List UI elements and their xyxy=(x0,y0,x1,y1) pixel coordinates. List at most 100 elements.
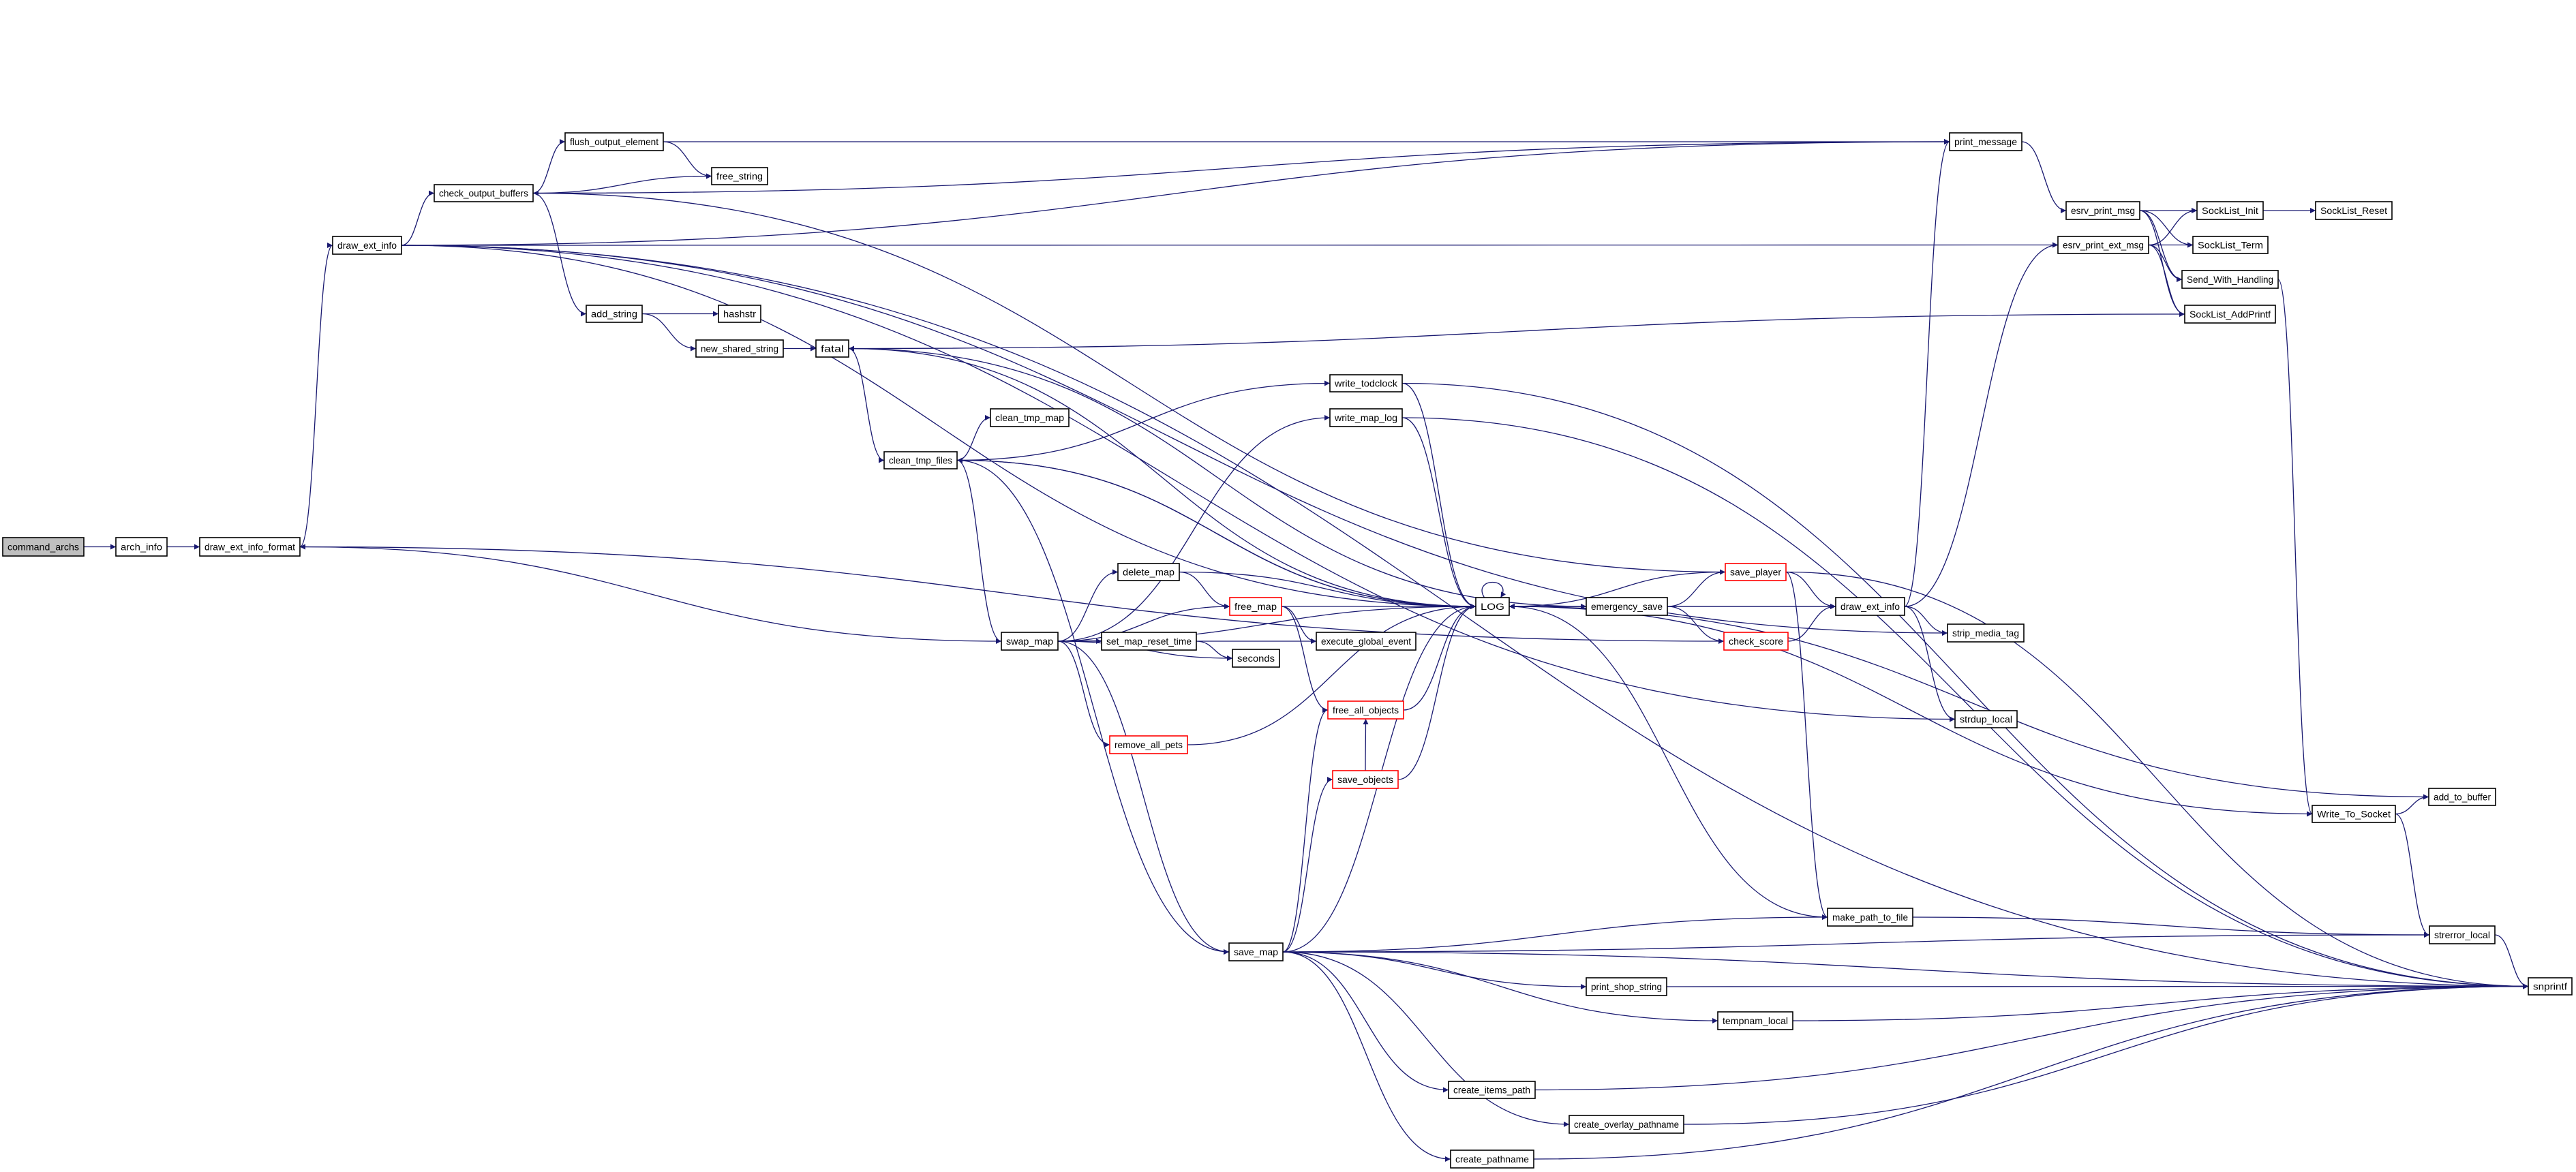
node-strdup-local[interactable]: strdup_local xyxy=(1954,710,2018,728)
node-label: create_overlay_pathname xyxy=(1574,1119,1679,1130)
node-add-to-buffer[interactable]: add_to_buffer xyxy=(2428,788,2496,806)
edge-save_map-to-free_all_objects xyxy=(1282,707,1329,953)
node-label: create_pathname xyxy=(1455,1154,1529,1165)
node-label: fatal xyxy=(821,343,844,354)
node-snprintf[interactable]: snprintf xyxy=(2528,977,2573,996)
node-new-shared-string[interactable]: new_shared_string xyxy=(695,339,784,358)
node-make-path-to-file[interactable]: make_path_to_file xyxy=(1827,908,1913,927)
node-execute-global-event[interactable]: execute_global_event xyxy=(1316,632,1416,651)
node-label: write_todclock xyxy=(1334,378,1398,389)
node-write-map-log[interactable]: write_map_log xyxy=(1329,408,1403,427)
node-check-score[interactable]: check_score xyxy=(1723,632,1789,651)
node-check-output-buffers[interactable]: check_output_buffers xyxy=(434,184,534,202)
edge-save_objects-to-log xyxy=(1397,604,1476,780)
node-draw-ext-info-r[interactable]: draw_ext_info xyxy=(1835,597,1905,616)
edge-write_to_socket-to-add_to_buffer xyxy=(2395,794,2429,815)
node-set-map-reset-time[interactable]: set_map_reset_time xyxy=(1101,632,1197,651)
node-box xyxy=(695,339,784,358)
edge-save_map-to-create_items_path xyxy=(1282,951,1449,1093)
node-esrv-print-ext-msg[interactable]: esrv_print_ext_msg xyxy=(2057,236,2149,254)
node-box xyxy=(2065,201,2140,220)
node-socklist-addprintf[interactable]: SockList_AddPrintf xyxy=(2184,305,2276,324)
node-label: check_output_buffers xyxy=(439,188,528,199)
node-save-objects[interactable]: save_objects xyxy=(1332,770,1399,789)
node-create-pathname[interactable]: create_pathname xyxy=(1450,1150,1534,1169)
node-label: tempnam_local xyxy=(1723,1015,1788,1026)
node-delete-map[interactable]: delete_map xyxy=(1117,563,1180,581)
node-draw-ext-info-l[interactable]: draw_ext_info xyxy=(332,236,402,255)
node-write-todclock[interactable]: write_todclock xyxy=(1329,374,1403,392)
node-free-all-objects[interactable]: free_all_objects xyxy=(1327,700,1404,720)
node-label: Write_To_Socket xyxy=(2317,809,2391,820)
node-box xyxy=(1723,632,1789,651)
edge-log-to-clean_tmp_files xyxy=(956,457,1476,607)
node-remove-all-pets[interactable]: remove_all_pets xyxy=(1109,735,1188,754)
node-label: free_map xyxy=(1234,601,1277,612)
node-label: save_objects xyxy=(1337,774,1393,785)
edge-save_map-to-print_shop_string xyxy=(1282,951,1587,989)
node-strip-media-tag[interactable]: strip_media_tag xyxy=(1947,623,2025,643)
node-hashstr[interactable]: hashstr xyxy=(718,305,761,323)
node-socklist-term[interactable]: SockList_Term xyxy=(2192,236,2269,254)
node-label: print_message xyxy=(1954,136,2017,147)
node-label: delete_map xyxy=(1123,567,1175,578)
node-create-items-path[interactable]: create_items_path xyxy=(1448,1081,1536,1099)
node-box xyxy=(1586,597,1668,616)
node-add-string[interactable]: add_string xyxy=(586,305,643,323)
node-tempnam-local[interactable]: tempnam_local xyxy=(1717,1011,1793,1030)
node-flush-output-element[interactable]: flush_output_element xyxy=(564,132,664,151)
node-socklist-reset[interactable]: SockList_Reset xyxy=(2315,201,2393,220)
edge-create_items_path-to-snprintf xyxy=(1534,983,2529,1091)
node-box xyxy=(990,408,1070,427)
edge-tempnam_local-to-snprintf xyxy=(1792,983,2529,1021)
node-socklist-init[interactable]: SockList_Init xyxy=(2196,201,2264,220)
node-save-map[interactable]: save_map xyxy=(1228,942,1284,961)
node-label: LOG xyxy=(1481,601,1504,612)
node-label: SockList_Term xyxy=(2198,240,2263,251)
node-create-overlay-pathname[interactable]: create_overlay_pathname xyxy=(1569,1115,1684,1134)
node-arch-info[interactable]: arch_info xyxy=(115,537,168,557)
edge-swap_map-to-draw_ext_info_format xyxy=(299,544,1002,642)
node-clean-tmp-map[interactable]: clean_tmp_map xyxy=(990,408,1070,427)
node-box xyxy=(2196,201,2264,220)
edge-write_to_socket-to-strerror_local xyxy=(2395,813,2430,938)
node-write-to-socket[interactable]: Write_To_Socket xyxy=(2312,805,2396,823)
node-swap-map[interactable]: swap_map xyxy=(1001,632,1059,651)
node-esrv-print-msg[interactable]: esrv_print_msg xyxy=(2065,201,2140,220)
node-box xyxy=(2429,925,2496,944)
edge-check_output_buffers-to-free_string xyxy=(532,173,712,194)
edge-clean_tmp_files-to-save_map xyxy=(956,459,1230,955)
node-print-message[interactable]: print_message xyxy=(1949,132,2022,151)
node-box xyxy=(1001,632,1059,651)
node-print-shop-string[interactable]: print_shop_string xyxy=(1586,977,1667,996)
edge-write_map_log-to-snprintf xyxy=(1401,417,2529,989)
node-log[interactable]: LOG xyxy=(1475,597,1510,616)
node-label: print_shop_string xyxy=(1591,981,1662,992)
edge-check_output_buffers-to-flush_output_element xyxy=(532,139,566,194)
node-command-archs[interactable]: command_archs xyxy=(2,537,85,557)
edge-draw_ext_info_r-to-strdup_local xyxy=(1904,606,1956,722)
node-emergency-save[interactable]: emergency_save xyxy=(1586,597,1668,616)
node-draw-ext-info-format[interactable]: draw_ext_info_format xyxy=(199,537,301,557)
node-box xyxy=(1475,597,1510,616)
node-box xyxy=(1835,597,1905,616)
node-box xyxy=(1232,649,1280,668)
edge-send_with_handling-to-write_to_socket xyxy=(2277,279,2313,817)
node-box xyxy=(1117,563,1180,581)
node-fatal[interactable]: fatal xyxy=(815,339,849,358)
node-clean-tmp-files[interactable]: clean_tmp_files xyxy=(883,451,958,469)
node-strerror-local[interactable]: strerror_local xyxy=(2429,925,2496,944)
node-send-with-handling[interactable]: Send_With_Handling xyxy=(2181,270,2279,289)
edge-save_map-to-make_path_to_file xyxy=(1282,914,1828,953)
node-label: make_path_to_file xyxy=(1832,912,1908,923)
edge-make_path_to_file-to-log xyxy=(1509,604,1828,918)
node-label: seconds xyxy=(1237,653,1275,664)
node-save-player[interactable]: save_player xyxy=(1725,563,1787,581)
node-label: save_player xyxy=(1730,567,1781,578)
edge-esrv_print_ext_msg-to-socklist_init xyxy=(2148,208,2198,246)
edge-save_map-to-create_pathname xyxy=(1282,951,1451,1162)
node-free-map[interactable]: free_map xyxy=(1229,597,1282,616)
node-free-string[interactable]: free_string xyxy=(711,167,768,185)
edge-check_output_buffers-to-add_string xyxy=(532,192,587,317)
node-seconds[interactable]: seconds xyxy=(1232,649,1280,668)
